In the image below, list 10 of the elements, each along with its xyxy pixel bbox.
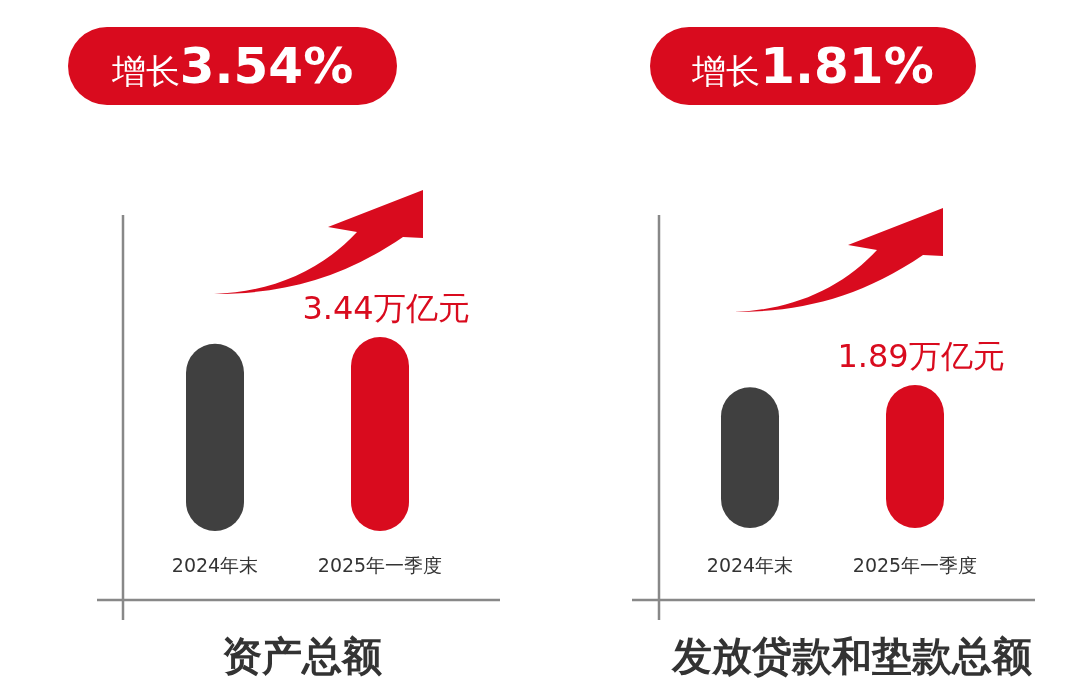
text: 资产总额 <box>222 633 382 679</box>
text: 增长1.81% <box>691 37 934 95</box>
data-label: 3.44万亿元 <box>302 289 470 327</box>
x-tick-label: 2025年一季度 <box>852 554 978 576</box>
text: 增长3.54% <box>110 37 354 95</box>
x-tick-label: 2024年末 <box>706 554 794 576</box>
data-label: 1.89万亿元 <box>837 337 1005 375</box>
x-tick-label: 2025年一季度 <box>317 554 443 576</box>
x-tick-label: 2024年末 <box>171 554 259 576</box>
text: 发放贷款和垫款总额 <box>671 633 1032 679</box>
